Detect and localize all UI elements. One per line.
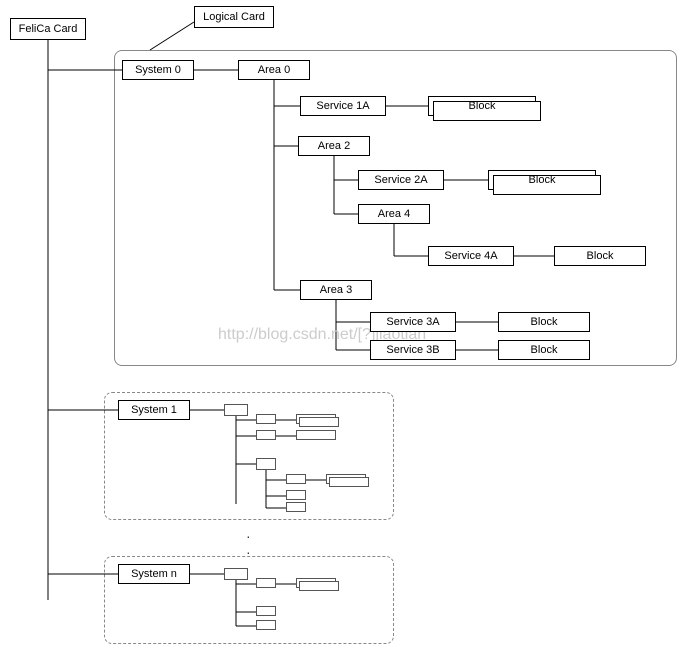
area4-label: Area 4 bbox=[378, 208, 410, 220]
logical-card-box: Logical Card bbox=[194, 6, 274, 28]
mini-box bbox=[286, 490, 306, 500]
service4a-box: Service 4A bbox=[428, 246, 514, 266]
mini-box bbox=[296, 578, 336, 588]
service2a-box: Service 2A bbox=[358, 170, 444, 190]
block3b-label: Block bbox=[531, 344, 558, 356]
block3a-label: Block bbox=[531, 316, 558, 328]
ellipsis-icon: ·· bbox=[246, 528, 253, 560]
felica-card-box: FeliCa Card bbox=[10, 18, 86, 40]
mini-box bbox=[256, 606, 276, 616]
block3a-box: Block bbox=[498, 312, 590, 332]
service1a-box: Service 1A bbox=[300, 96, 386, 116]
service3b-label: Service 3B bbox=[386, 344, 439, 356]
block1a-box: Block bbox=[428, 96, 536, 116]
mini-box bbox=[286, 474, 306, 484]
area0-label: Area 0 bbox=[258, 64, 290, 76]
service3a-label: Service 3A bbox=[386, 316, 439, 328]
area0-box: Area 0 bbox=[238, 60, 310, 80]
area2-box: Area 2 bbox=[298, 136, 370, 156]
block3b-box: Block bbox=[498, 340, 590, 360]
system1-box: System 1 bbox=[118, 400, 190, 420]
felica-label: FeliCa Card bbox=[19, 23, 78, 35]
mini-box bbox=[286, 502, 306, 512]
systemn-label: System n bbox=[131, 568, 177, 580]
systemn-box: System n bbox=[118, 564, 190, 584]
mini-box bbox=[224, 404, 248, 416]
mini-box bbox=[296, 430, 336, 440]
mini-box bbox=[256, 414, 276, 424]
logical-label: Logical Card bbox=[203, 11, 265, 23]
mini-box bbox=[224, 568, 248, 580]
mini-box bbox=[326, 474, 366, 484]
system0-label: System 0 bbox=[135, 64, 181, 76]
block1a-label: Block bbox=[469, 100, 496, 112]
block4a-box: Block bbox=[554, 246, 646, 266]
mini-box bbox=[256, 458, 276, 470]
mini-box bbox=[296, 414, 336, 424]
service2a-label: Service 2A bbox=[374, 174, 427, 186]
block2a-box: Block bbox=[488, 170, 596, 190]
service1a-label: Service 1A bbox=[316, 100, 369, 112]
system1-label: System 1 bbox=[131, 404, 177, 416]
service4a-label: Service 4A bbox=[444, 250, 497, 262]
service3b-box: Service 3B bbox=[370, 340, 456, 360]
mini-box bbox=[256, 430, 276, 440]
mini-box bbox=[256, 620, 276, 630]
mini-box bbox=[256, 578, 276, 588]
block2a-label: Block bbox=[529, 174, 556, 186]
area3-label: Area 3 bbox=[320, 284, 352, 296]
area2-label: Area 2 bbox=[318, 140, 350, 152]
service3a-box: Service 3A bbox=[370, 312, 456, 332]
area3-box: Area 3 bbox=[300, 280, 372, 300]
area4-box: Area 4 bbox=[358, 204, 430, 224]
block4a-label: Block bbox=[587, 250, 614, 262]
system0-box: System 0 bbox=[122, 60, 194, 80]
